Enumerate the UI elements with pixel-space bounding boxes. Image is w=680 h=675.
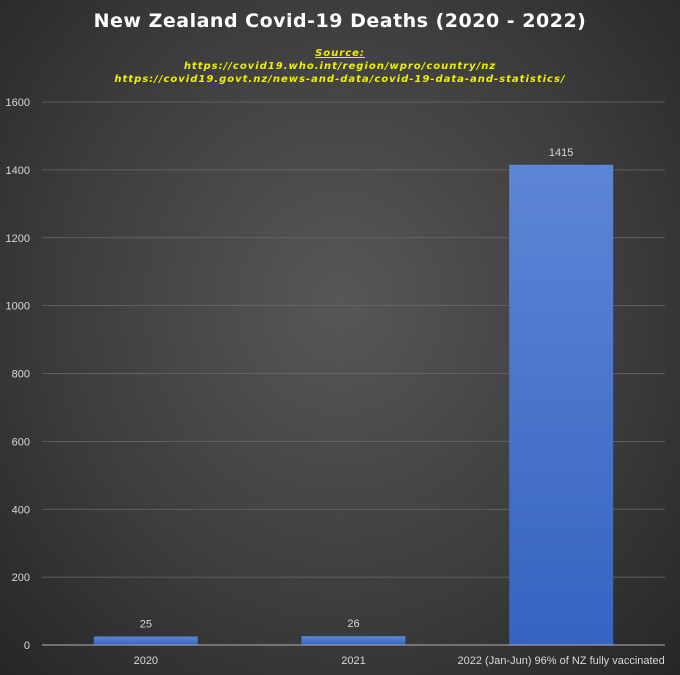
y-tick-label: 200 <box>12 572 30 584</box>
x-tick-label: 2021 <box>341 655 365 667</box>
bar <box>509 164 614 646</box>
x-tick-label: 2020 <box>134 655 158 667</box>
y-tick-label: 1200 <box>6 233 30 245</box>
y-tick-label: 1000 <box>6 301 30 313</box>
source-url-2: https://covid19.govt.nz/news-and-data/co… <box>114 74 566 85</box>
bar <box>301 636 406 645</box>
x-tick-label: 2022 (Jan-Jun) 96% of NZ fully vaccinate… <box>458 655 665 667</box>
data-label: 26 <box>347 618 359 630</box>
y-tick-label: 400 <box>12 504 30 516</box>
bar <box>93 636 198 645</box>
source-label: Source: <box>315 48 365 59</box>
data-label: 25 <box>140 619 152 631</box>
source-url-1: https://covid19.who.int/region/wpro/coun… <box>183 61 497 72</box>
y-tick-label: 1600 <box>6 97 30 109</box>
y-tick-label: 0 <box>24 640 30 652</box>
y-tick-label: 1400 <box>6 165 30 177</box>
y-tick-label: 600 <box>12 436 30 448</box>
y-tick-label: 800 <box>12 369 30 381</box>
chart-title: New Zealand Covid-19 Deaths (2020 - 2022… <box>93 10 587 32</box>
data-label: 1415 <box>549 147 573 159</box>
